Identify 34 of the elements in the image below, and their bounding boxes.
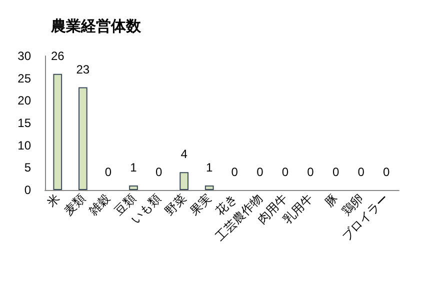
data-label: 0 <box>307 165 314 179</box>
bar <box>129 186 138 190</box>
data-label: 4 <box>180 147 188 162</box>
data-label: 1 <box>130 160 138 175</box>
y-tick-label: 30 <box>18 49 32 63</box>
data-label: 0 <box>155 165 162 179</box>
y-tick-label: 5 <box>24 160 32 175</box>
x-tick-label: 果実 <box>187 191 214 218</box>
x-tick-label: 麦類 <box>61 191 88 218</box>
data-label: 26 <box>50 48 65 63</box>
y-tick-label: 25 <box>18 71 32 86</box>
data-label: 0 <box>231 165 238 179</box>
bar <box>180 172 188 190</box>
x-tick-label: 野菜 <box>162 191 190 218</box>
x-tick-label: 豚 <box>322 191 341 210</box>
y-tick-label: 10 <box>18 138 32 152</box>
data-label: 0 <box>256 165 264 179</box>
x-tick-label: 豆類 <box>112 191 138 218</box>
bar <box>53 74 62 190</box>
data-label: 0 <box>383 165 390 179</box>
bar <box>78 87 88 190</box>
data-label: 0 <box>104 165 112 179</box>
data-label: 0 <box>358 165 365 179</box>
bar <box>204 186 214 190</box>
y-tick-label: 20 <box>18 94 32 108</box>
data-label: 0 <box>282 165 289 179</box>
data-label: 1 <box>206 160 214 175</box>
x-tick-label: 雑穀 <box>86 191 114 218</box>
chart-title: 農業経営体数 <box>50 18 142 35</box>
y-tick-label: 0 <box>24 183 32 197</box>
x-tick-label: 米 <box>44 191 63 210</box>
y-tick-label: 15 <box>18 116 32 130</box>
data-label: 0 <box>332 165 340 179</box>
data-label: 23 <box>76 62 90 76</box>
